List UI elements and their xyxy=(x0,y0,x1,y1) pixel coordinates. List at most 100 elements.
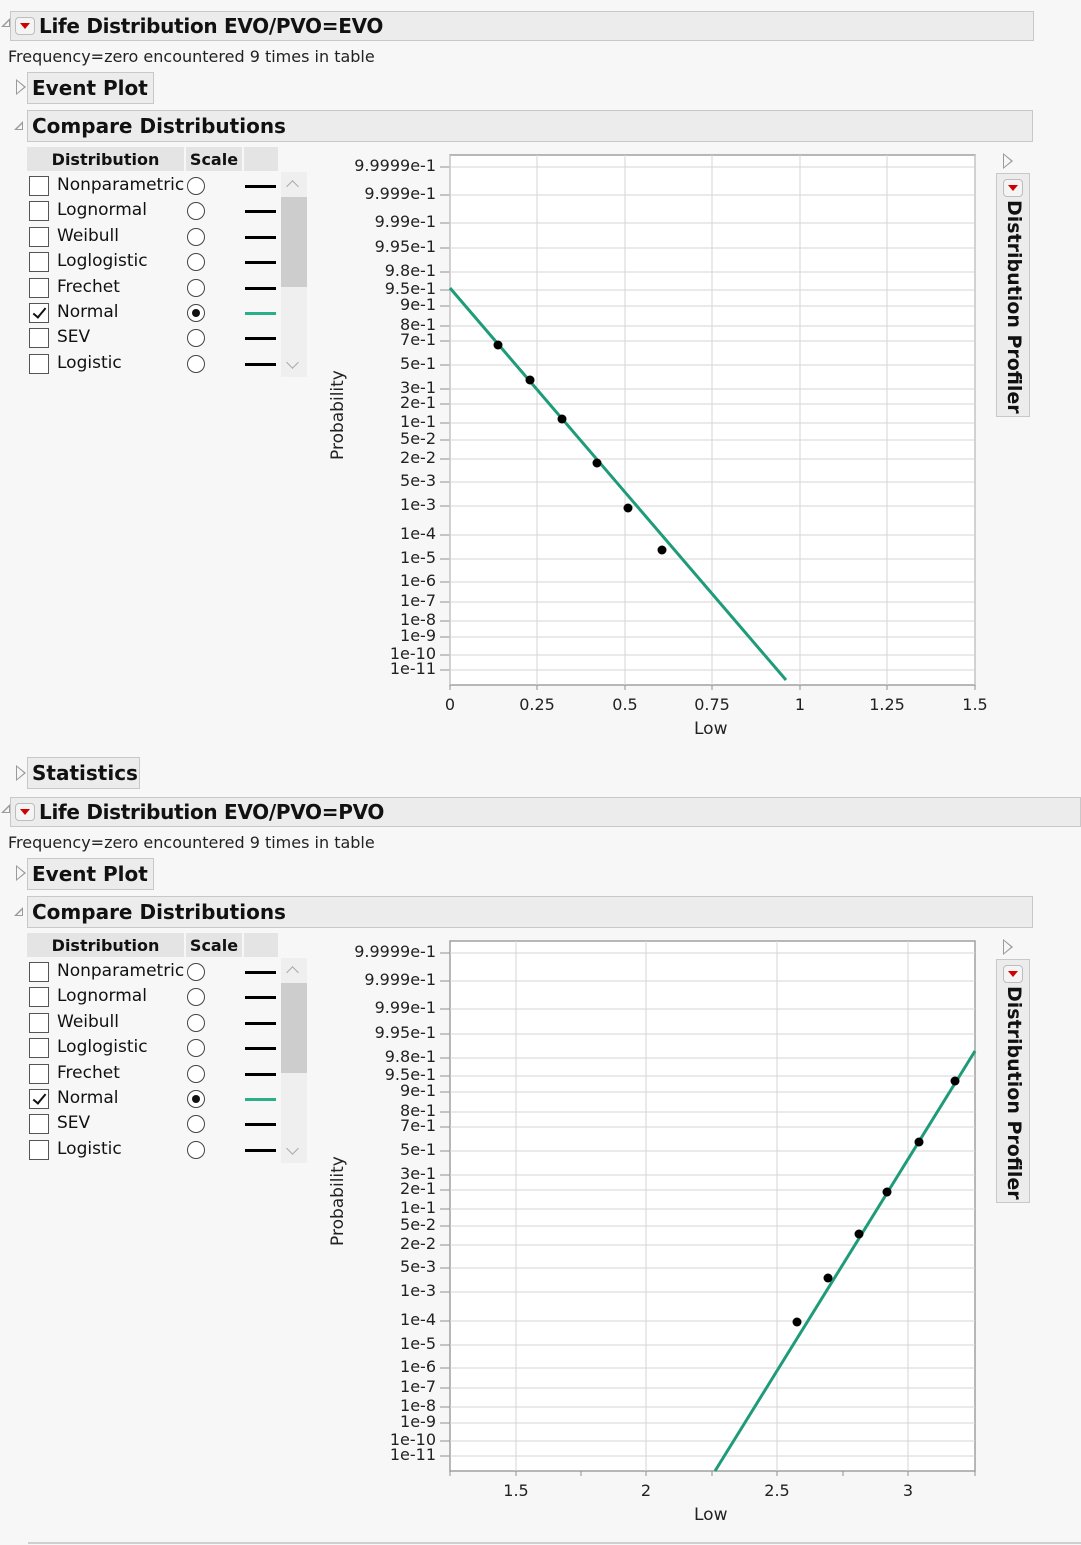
scroll-up-icon[interactable] xyxy=(286,966,299,979)
scale-radio[interactable] xyxy=(187,1115,205,1134)
scale-radio[interactable] xyxy=(187,963,205,981)
distribution-checkbox[interactable] xyxy=(29,201,49,222)
red-triangle-menu-icon[interactable] xyxy=(15,17,35,35)
y-tick-label: 9e-1 xyxy=(400,295,436,314)
line-color-swatch[interactable] xyxy=(245,362,276,366)
scale-radio[interactable] xyxy=(187,1090,205,1108)
scale-radio[interactable] xyxy=(187,202,205,221)
distribution-row: Logistic xyxy=(27,1138,287,1163)
scale-radio[interactable] xyxy=(187,1013,205,1032)
distribution-label: Nonparametric xyxy=(57,175,185,195)
distribution-checkbox[interactable] xyxy=(29,1089,49,1109)
distribution-label: SEV xyxy=(57,1113,91,1134)
y-tick-label: 1e-9 xyxy=(400,626,436,645)
line-color-swatch[interactable] xyxy=(245,286,276,290)
line-color-swatch[interactable] xyxy=(245,1098,276,1101)
line-color-swatch[interactable] xyxy=(245,261,276,265)
red-triangle-menu-icon[interactable] xyxy=(1003,179,1023,197)
scale-radio[interactable] xyxy=(187,329,205,348)
distribution-label: Loglogistic xyxy=(57,251,148,272)
expand-triangle-icon[interactable] xyxy=(1003,153,1013,169)
probability-plot-pvo[interactable] xyxy=(440,936,980,1476)
line-color-swatch[interactable] xyxy=(245,1021,276,1025)
y-tick-label: 2e-2 xyxy=(400,448,436,467)
line-color-swatch[interactable] xyxy=(245,312,276,315)
distribution-checkbox[interactable] xyxy=(29,962,49,982)
expand-triangle-icon[interactable] xyxy=(16,765,26,781)
scale-radio[interactable] xyxy=(187,304,205,322)
distribution-checkbox[interactable] xyxy=(29,176,49,196)
compare-distributions-header[interactable]: Compare Distributions xyxy=(27,110,1033,142)
scale-radio[interactable] xyxy=(187,227,205,246)
compare-distributions-header[interactable]: Compare Distributions xyxy=(27,896,1033,928)
y-tick-label: 7e-1 xyxy=(400,330,436,349)
expand-triangle-icon[interactable] xyxy=(1003,939,1013,955)
distribution-label: Logistic xyxy=(57,1138,122,1159)
distribution-checkbox[interactable] xyxy=(29,252,49,273)
collapse-triangle-icon[interactable] xyxy=(14,121,23,130)
column-header-distribution: Distribution xyxy=(27,933,184,957)
y-axis-title: Probability xyxy=(328,370,348,460)
distribution-profiler-header[interactable]: Distribution Profiler xyxy=(996,173,1030,417)
line-color-swatch[interactable] xyxy=(245,337,276,341)
y-tick-label: 1e-11 xyxy=(389,1445,436,1464)
distribution-checkbox[interactable] xyxy=(29,353,49,374)
scale-radio[interactable] xyxy=(187,1140,205,1159)
line-color-swatch[interactable] xyxy=(245,1047,276,1051)
distribution-label: Lognormal xyxy=(57,200,147,221)
line-color-swatch[interactable] xyxy=(245,996,276,1000)
scroll-down-icon[interactable] xyxy=(286,356,299,369)
scale-radio[interactable] xyxy=(187,278,205,297)
distribution-row: Weibull xyxy=(27,1011,287,1036)
event-plot-header[interactable]: Event Plot xyxy=(27,72,154,104)
y-tick-label: 1e-8 xyxy=(400,610,436,629)
line-color-swatch[interactable] xyxy=(245,185,276,188)
scale-radio[interactable] xyxy=(187,177,205,195)
scrollbar-thumb[interactable] xyxy=(281,197,307,287)
line-color-swatch[interactable] xyxy=(245,235,276,239)
distribution-profiler-header[interactable]: Distribution Profiler xyxy=(996,959,1030,1203)
line-color-swatch[interactable] xyxy=(245,1072,276,1076)
expand-triangle-icon[interactable] xyxy=(16,865,26,881)
event-plot-header[interactable]: Event Plot xyxy=(27,858,154,890)
distribution-checkbox[interactable] xyxy=(29,226,49,247)
collapse-triangle-icon[interactable] xyxy=(14,907,23,916)
statistics-header[interactable]: Statistics xyxy=(27,757,140,789)
distribution-checkbox[interactable] xyxy=(29,1114,49,1135)
y-tick-label: 3e-1 xyxy=(400,378,436,397)
distribution-checkbox[interactable] xyxy=(29,277,49,298)
line-color-swatch[interactable] xyxy=(245,971,276,974)
scrollbar[interactable] xyxy=(281,958,307,1163)
report-header-pvo[interactable]: Life Distribution EVO/PVO=PVO xyxy=(10,797,1081,827)
y-tick-label: 1e-10 xyxy=(389,644,436,663)
scale-radio[interactable] xyxy=(187,1064,205,1083)
distribution-checkbox[interactable] xyxy=(29,987,49,1008)
distribution-checkbox[interactable] xyxy=(29,303,49,323)
scroll-down-icon[interactable] xyxy=(286,1142,299,1155)
red-triangle-menu-icon[interactable] xyxy=(1003,965,1023,983)
distribution-label: Loglogistic xyxy=(57,1037,148,1058)
expand-triangle-icon[interactable] xyxy=(16,79,26,95)
scale-radio[interactable] xyxy=(187,354,205,373)
distribution-checkbox[interactable] xyxy=(29,1063,49,1084)
scroll-up-icon[interactable] xyxy=(286,180,299,193)
scale-radio[interactable] xyxy=(187,1039,205,1058)
collapse-triangle-icon[interactable] xyxy=(1,804,10,813)
line-color-swatch[interactable] xyxy=(245,1123,276,1127)
probability-plot-evo[interactable] xyxy=(440,150,980,690)
report-header-evo[interactable]: Life Distribution EVO/PVO=EVO xyxy=(10,11,1034,41)
scrollbar-thumb[interactable] xyxy=(281,983,307,1073)
distribution-checkbox[interactable] xyxy=(29,328,49,349)
divider xyxy=(28,1542,1081,1544)
distribution-checkbox[interactable] xyxy=(29,1038,49,1059)
collapse-triangle-icon[interactable] xyxy=(1,18,10,27)
line-color-swatch[interactable] xyxy=(245,210,276,214)
line-color-swatch[interactable] xyxy=(245,1148,276,1152)
distribution-row: Frechet xyxy=(27,276,287,301)
distribution-checkbox[interactable] xyxy=(29,1139,49,1160)
red-triangle-menu-icon[interactable] xyxy=(15,803,35,821)
distribution-checkbox[interactable] xyxy=(29,1012,49,1033)
scale-radio[interactable] xyxy=(187,988,205,1007)
scrollbar[interactable] xyxy=(281,172,307,377)
scale-radio[interactable] xyxy=(187,253,205,272)
